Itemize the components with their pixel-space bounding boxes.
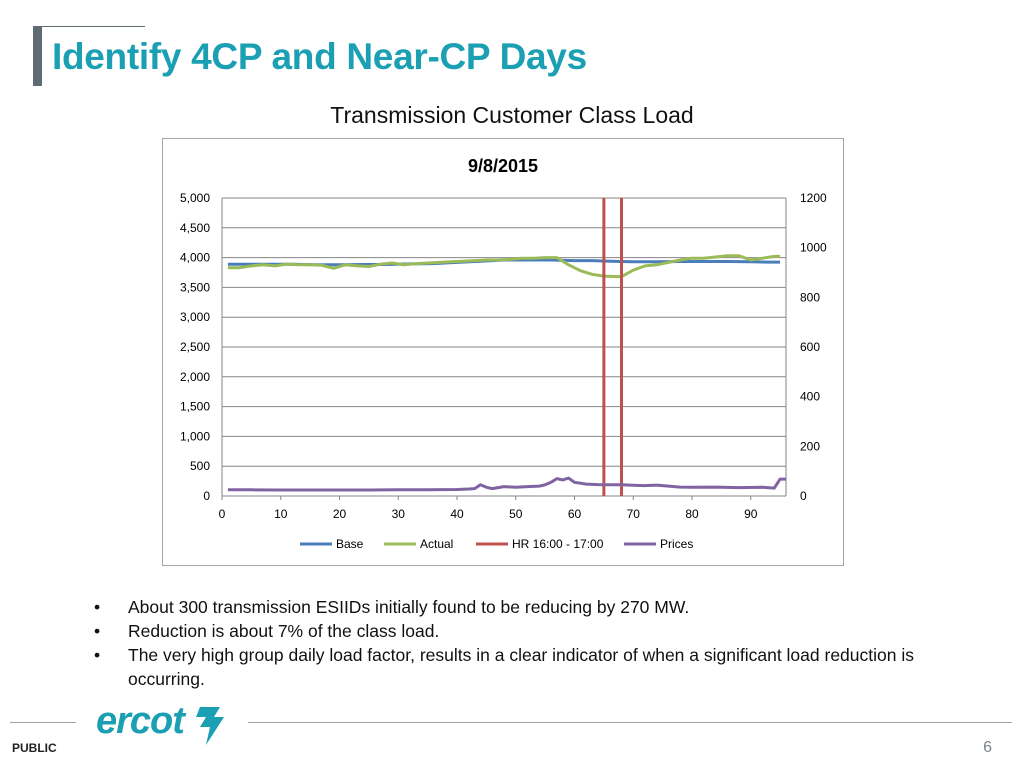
y-left-tick-label: 0 bbox=[203, 489, 210, 503]
y-right-tick-label: 1000 bbox=[800, 241, 827, 255]
legend-label: Base bbox=[336, 537, 364, 551]
y-left-tick-label: 3,000 bbox=[180, 310, 210, 324]
bullet-item: • About 300 transmission ESIIDs initially… bbox=[94, 595, 954, 619]
bullet-item: • The very high group daily load factor, … bbox=[94, 643, 954, 691]
legend-label: Prices bbox=[660, 537, 693, 551]
footer-rule-right bbox=[248, 722, 1012, 723]
y-left-tick-label: 4,500 bbox=[180, 221, 210, 235]
bullet-text: About 300 transmission ESIIDs initially … bbox=[128, 597, 690, 617]
logo-wordmark: ercot bbox=[96, 700, 186, 742]
y-right-tick-label: 200 bbox=[800, 439, 820, 453]
chart-subtitle: Transmission Customer Class Load bbox=[330, 102, 694, 128]
bullet-dot: • bbox=[94, 645, 101, 665]
x-tick-label: 20 bbox=[333, 507, 347, 521]
chart-title: 9/8/2015 bbox=[468, 156, 538, 176]
bullet-text: Reduction is about 7% of the class load. bbox=[128, 621, 440, 641]
x-tick-label: 30 bbox=[392, 507, 406, 521]
x-tick-label: 40 bbox=[450, 507, 464, 521]
bullet-dot: • bbox=[94, 597, 101, 617]
y-left-tick-label: 5,000 bbox=[180, 191, 210, 205]
x-tick-label: 10 bbox=[274, 507, 288, 521]
x-tick-label: 0 bbox=[219, 507, 226, 521]
x-tick-label: 70 bbox=[627, 507, 641, 521]
y-right-tick-label: 1200 bbox=[800, 191, 827, 205]
slide-title: Identify 4CP and Near-CP Days bbox=[52, 36, 587, 77]
x-tick-label: 50 bbox=[509, 507, 523, 521]
y-left-tick-label: 1,000 bbox=[180, 429, 210, 443]
y-left-tick-label: 4,000 bbox=[180, 251, 210, 265]
y-left-tick-label: 1,500 bbox=[180, 400, 210, 414]
ercot-logo: ercot bbox=[96, 700, 224, 745]
bullet-list: • About 300 transmission ESIIDs initially… bbox=[94, 595, 954, 691]
y-left-tick-label: 500 bbox=[190, 459, 210, 473]
y-right-tick-label: 400 bbox=[800, 390, 820, 404]
load-chart: 9/8/201505001,0001,5002,0002,5003,0003,5… bbox=[180, 156, 827, 551]
y-left-tick-label: 2,500 bbox=[180, 340, 210, 354]
legend-label: Actual bbox=[420, 537, 453, 551]
title-accent-bar bbox=[33, 26, 42, 86]
legend-label: HR 16:00 - 17:00 bbox=[512, 537, 604, 551]
bullet-item: • Reduction is about 7% of the class load… bbox=[94, 619, 954, 643]
y-right-tick-label: 800 bbox=[800, 290, 820, 304]
bullet-dot: • bbox=[94, 621, 101, 641]
y-right-tick-label: 600 bbox=[800, 340, 820, 354]
y-left-tick-label: 2,000 bbox=[180, 370, 210, 384]
x-tick-label: 60 bbox=[568, 507, 582, 521]
title-accent-rule bbox=[33, 26, 145, 27]
y-left-tick-label: 3,500 bbox=[180, 280, 210, 294]
series-line-actual bbox=[227, 254, 781, 279]
y-right-tick-label: 0 bbox=[800, 489, 807, 503]
series-line-prices bbox=[227, 476, 786, 492]
page-number: 6 bbox=[983, 739, 992, 756]
bullet-text: The very high group daily load factor, r… bbox=[128, 645, 914, 689]
public-label: PUBLIC bbox=[12, 741, 57, 755]
ercot-lightning-mark-icon bbox=[196, 707, 224, 745]
chart-frame bbox=[162, 138, 844, 566]
x-tick-label: 80 bbox=[685, 507, 699, 521]
footer-rule-left bbox=[10, 722, 76, 723]
x-tick-label: 90 bbox=[744, 507, 758, 521]
